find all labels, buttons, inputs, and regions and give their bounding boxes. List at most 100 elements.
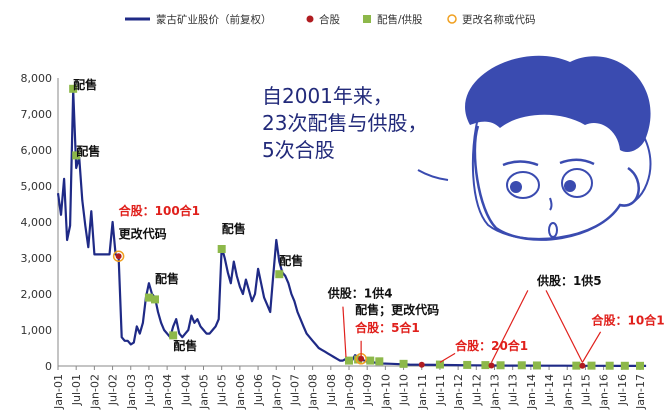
bubble-line-2: 23次配售与供股， xyxy=(262,111,427,135)
placement-marker xyxy=(169,331,178,340)
x-tick-label: Jan-08 xyxy=(307,374,320,410)
annotation-label: 供股：1供4 xyxy=(327,286,393,301)
placement-marker xyxy=(572,361,581,370)
annotation-label: 配售 xyxy=(279,253,303,268)
annotation-arrow xyxy=(490,290,529,363)
annotation-label: 配售 xyxy=(222,221,246,236)
y-tick-label: 7,000 xyxy=(21,108,53,121)
x-tick-label: Jul-03 xyxy=(143,374,156,406)
cartoon-face-icon xyxy=(465,55,652,241)
x-tick-label: Jul-07 xyxy=(288,374,301,406)
legend: 蒙古矿业股价（前复权） 合股 配售/供股 更改名称或代码 xyxy=(125,13,536,26)
placement-marker xyxy=(69,84,78,93)
x-tick-label: Jul-11 xyxy=(434,374,447,406)
x-tick-label: Jul-16 xyxy=(616,374,629,406)
annotation-label: 配售 xyxy=(173,338,197,353)
bubble-line-1: 自2001年来， xyxy=(262,84,393,108)
placement-marker xyxy=(587,361,596,370)
legend-label-merge: 合股 xyxy=(319,13,340,26)
legend-label-price: 蒙古矿业股价（前复权） xyxy=(156,13,272,26)
annotation-label: 合股：5合1 xyxy=(355,320,420,335)
x-tick-label: Jul-10 xyxy=(398,374,411,406)
legend-merge-swatch xyxy=(306,15,314,23)
legend-label-placement: 配售/供股 xyxy=(377,13,423,26)
merge-marker xyxy=(418,361,425,368)
merge-marker xyxy=(115,253,122,260)
y-tick-label: 3,000 xyxy=(21,252,53,265)
x-tick-label: Jul-15 xyxy=(579,374,592,406)
annotation-label: 配售 xyxy=(73,77,97,92)
x-tick-label: Jan-02 xyxy=(88,374,101,410)
x-tick-label: Jan-14 xyxy=(525,374,538,410)
placement-marker xyxy=(532,361,541,370)
placement-marker xyxy=(463,360,472,369)
y-tick-label: 5,000 xyxy=(21,180,53,193)
y-tick-label: 4,000 xyxy=(21,216,53,229)
annotation-label: 供股：1供5 xyxy=(536,273,602,288)
x-tick-label: Jan-05 xyxy=(198,374,211,410)
x-tick-label: Jul-14 xyxy=(543,374,556,406)
annotation-label: 配售 xyxy=(155,271,179,286)
x-tick-label: Jan-16 xyxy=(598,374,611,410)
legend-rename-swatch xyxy=(447,14,457,24)
legend-label-rename: 更改名称或代码 xyxy=(462,13,536,26)
placement-marker xyxy=(620,361,629,370)
y-tick-label: 8,000 xyxy=(21,72,53,85)
y-tick-label: 2,000 xyxy=(21,288,53,301)
x-tick-label: Jan-06 xyxy=(234,374,247,410)
placement-marker xyxy=(496,361,505,370)
annotation-label: 合股：100合1 xyxy=(119,203,200,218)
y-ticks: 0 1,000 2,000 3,000 4,000 5,000 6,000 7,000 8,00… xyxy=(21,72,53,373)
x-tick-label: Jul-13 xyxy=(507,374,520,406)
x-tick-label: Jul-09 xyxy=(361,374,374,406)
placement-marker xyxy=(151,295,159,304)
placement-marker xyxy=(217,245,226,253)
merge-marker xyxy=(358,355,365,362)
annotation-arrow xyxy=(439,352,456,363)
placement-marker xyxy=(275,270,284,279)
bubble-pointer xyxy=(417,169,449,181)
y-tick-label: 1,000 xyxy=(21,324,53,337)
placement-marker xyxy=(605,361,614,370)
x-tick-label: Jan-09 xyxy=(343,374,356,410)
x-tick-label: Jan-13 xyxy=(489,374,502,410)
legend-placement-swatch xyxy=(363,15,371,23)
x-tick-label: Jul-05 xyxy=(216,374,229,406)
rename-marker xyxy=(112,250,125,262)
placement-marker xyxy=(375,357,384,366)
placement-marker xyxy=(72,151,81,160)
x-tick-label: Jan-03 xyxy=(125,374,138,410)
annotation-arrow xyxy=(581,331,602,363)
placement-marker xyxy=(354,355,363,364)
placement-marker xyxy=(399,359,408,368)
x-tick-label: Jan-11 xyxy=(416,374,429,410)
x-ticks: Jan-01 Jul-01 Jan-02 Jul-02 Jan-03 Jul-03 Jan-… xyxy=(52,366,647,410)
annotation-label: 更改代码 xyxy=(119,226,167,241)
annotation-label: 配售 xyxy=(76,143,100,158)
y-tick-label: 0 xyxy=(45,360,52,373)
placement-marker xyxy=(517,361,526,370)
x-tick-label: Jan-10 xyxy=(379,374,392,410)
x-tick-label: Jul-06 xyxy=(252,374,265,406)
annotation-arrow xyxy=(545,290,583,363)
x-tick-label: Jan-15 xyxy=(561,374,574,410)
x-tick-label: Jul-12 xyxy=(470,374,483,406)
annotation-arrows xyxy=(342,290,602,363)
x-tick-label: Jan-12 xyxy=(452,374,465,410)
placement-marker xyxy=(435,360,444,369)
annotation-label: 合股：20合1 xyxy=(455,338,528,353)
x-tick-label: Jan-04 xyxy=(161,374,174,410)
x-tick-label: Jul-01 xyxy=(70,374,83,406)
annotation-label: 配售；更改代码 xyxy=(355,302,439,317)
x-tick-label: Jul-02 xyxy=(107,374,120,406)
placement-marker xyxy=(144,293,153,302)
placement-marker xyxy=(366,356,375,365)
x-tick-label: Jul-04 xyxy=(179,374,192,406)
x-tick-label: Jan-07 xyxy=(270,374,283,410)
annotation-arrow xyxy=(342,306,347,358)
x-tick-label: Jul-08 xyxy=(325,374,338,406)
placement-marker xyxy=(481,361,490,370)
annotations: 配售配售合股：100合1更改代码配售配售配售配售供股：1供4配售；更改代码合股：… xyxy=(73,77,664,353)
x-tick-label: Jan-17 xyxy=(634,374,647,410)
